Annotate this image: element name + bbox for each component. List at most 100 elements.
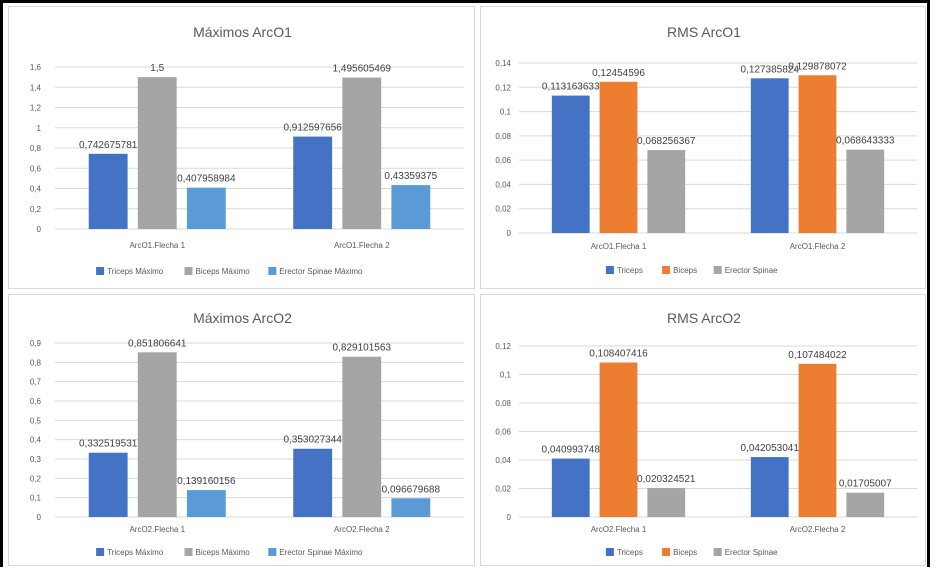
y-tick-label: 0,4: [30, 436, 42, 445]
y-tick-label: 0,2: [30, 474, 42, 483]
y-tick-label: 0,04: [495, 180, 511, 189]
data-label: 0,43359375: [384, 171, 437, 182]
y-tick-label: 0,1: [500, 108, 512, 117]
y-tick-label: 0,7: [30, 378, 42, 387]
legend-label: Triceps Máximo: [107, 548, 164, 557]
bar: [750, 78, 789, 233]
legend-swatch: [268, 548, 277, 556]
legend-swatch: [184, 548, 193, 556]
legend-swatch: [268, 267, 277, 275]
chart-title: RMS ArcO2: [667, 310, 741, 326]
data-label: 0,332519531: [79, 439, 138, 450]
data-label: 0,068643333: [836, 136, 895, 147]
legend-swatch: [184, 267, 193, 275]
category-label: ArcO2.Flecha 2: [790, 525, 846, 534]
y-tick-label: 0,06: [495, 156, 511, 165]
data-label: 0,353027344: [283, 435, 342, 446]
y-tick-label: 0,9: [30, 339, 42, 348]
y-tick-label: 0,06: [495, 428, 511, 437]
chart-svg: RMS ArcO2 0 0,02 0,04 0,06 0,08 0,1 0,12 0,04099…: [495, 310, 917, 557]
y-tick-label: 1: [37, 124, 42, 133]
y-tick-label: 0: [507, 229, 512, 238]
data-label: 0,042053041: [741, 443, 800, 454]
data-label: 1,5: [150, 63, 164, 74]
legend-label: Erector Spinae Máximo: [279, 267, 363, 276]
data-label: 0,407958984: [177, 174, 236, 185]
legend-swatch: [713, 548, 722, 556]
legend-label: Triceps: [617, 266, 643, 275]
legend-label: Triceps: [617, 548, 643, 557]
data-label: 0,108407416: [589, 349, 648, 360]
y-tick-label: 1,2: [30, 104, 42, 113]
data-label: 0,01705007: [839, 479, 892, 490]
chart-rms-arco2: RMS ArcO2 0 0,02 0,04 0,06 0,08 0,1 0,12 0,04099…: [480, 294, 926, 566]
data-label: 1,495605469: [333, 64, 392, 75]
bar: [647, 488, 686, 517]
data-label: 0,096679688: [382, 484, 441, 495]
legend-label: Biceps Máximo: [196, 267, 251, 276]
legend-swatch: [662, 548, 671, 556]
data-label: 0,139160156: [177, 476, 236, 487]
bar: [88, 452, 128, 517]
category-label: ArcO1.Flecha 1: [129, 241, 185, 250]
bar: [798, 363, 837, 517]
chart-title: Máximos ArcO2: [193, 310, 292, 326]
data-label: 0,129878072: [788, 61, 847, 72]
data-label: 0,127385824: [741, 64, 800, 75]
y-tick-label: 0: [507, 513, 512, 522]
bar: [88, 153, 128, 229]
bar: [551, 95, 590, 234]
chart-svg: RMS ArcO1 0 0,02 0,04 0,06 0,08 0,1 0,12 0,14 0,1…: [495, 24, 917, 275]
y-tick-label: 0: [37, 513, 42, 522]
legend-label: Triceps Máximo: [107, 267, 164, 276]
category-label: ArcO2.Flecha 1: [129, 525, 185, 534]
bar: [342, 77, 382, 229]
legend-label: Biceps Máximo: [196, 548, 251, 557]
category-label: ArcO2.Flecha 1: [591, 525, 647, 534]
bar: [846, 149, 885, 233]
data-label: 0,068256367: [637, 136, 696, 147]
legend-swatch: [605, 266, 614, 274]
bar: [846, 492, 885, 517]
chart-maximos-arco2: Máximos ArcO2 0 0,1 0,2 0,3 0,4 0,5 0,6 0,7 0,8 0,…: [8, 294, 475, 566]
bar: [186, 187, 226, 229]
y-tick-label: 0,1: [30, 494, 42, 503]
data-label: 0,851806641: [128, 338, 187, 349]
bar: [293, 448, 333, 517]
y-tick-label: 0,04: [495, 456, 511, 465]
legend-label: Biceps: [673, 548, 697, 557]
y-tick-label: 0,02: [495, 205, 511, 214]
legend-swatch: [605, 548, 614, 556]
y-tick-label: 0,1: [500, 371, 512, 380]
bar: [137, 352, 177, 517]
bar: [798, 75, 837, 233]
legend-label: Biceps: [673, 266, 697, 275]
y-tick-label: 0,08: [495, 132, 511, 141]
bar: [647, 150, 686, 233]
legend-label: Erector Spinae Máximo: [279, 548, 363, 557]
legend-swatch: [662, 266, 671, 274]
y-tick-label: 0: [37, 225, 42, 234]
category-label: ArcO2.Flecha 2: [334, 525, 390, 534]
bar: [391, 498, 431, 517]
bar: [137, 77, 177, 229]
data-label: 0,020324521: [637, 474, 696, 485]
chart-svg: Máximos ArcO2 0 0,1 0,2 0,3 0,4 0,5 0,6 0,7 0,8 0,…: [30, 310, 464, 557]
y-tick-label: 0,8: [30, 144, 42, 153]
data-label: 0,113163633: [542, 82, 600, 93]
legend-label: Erector Spinae: [725, 548, 778, 557]
y-tick-label: 0,12: [495, 342, 511, 351]
bar: [293, 136, 333, 229]
data-label: 0,742675781: [79, 140, 138, 151]
y-tick-label: 0,6: [30, 164, 42, 173]
y-tick-label: 0,5: [30, 416, 42, 425]
y-tick-label: 0,8: [30, 358, 42, 367]
bar: [186, 490, 226, 517]
y-tick-label: 0,6: [30, 397, 42, 406]
y-tick-label: 1,4: [30, 83, 42, 92]
y-tick-label: 1,6: [30, 63, 42, 72]
bar: [599, 362, 638, 517]
data-label: 0,040993748: [542, 445, 601, 456]
chart-title: RMS ArcO1: [667, 24, 741, 40]
data-label: 0,107484022: [788, 350, 847, 361]
